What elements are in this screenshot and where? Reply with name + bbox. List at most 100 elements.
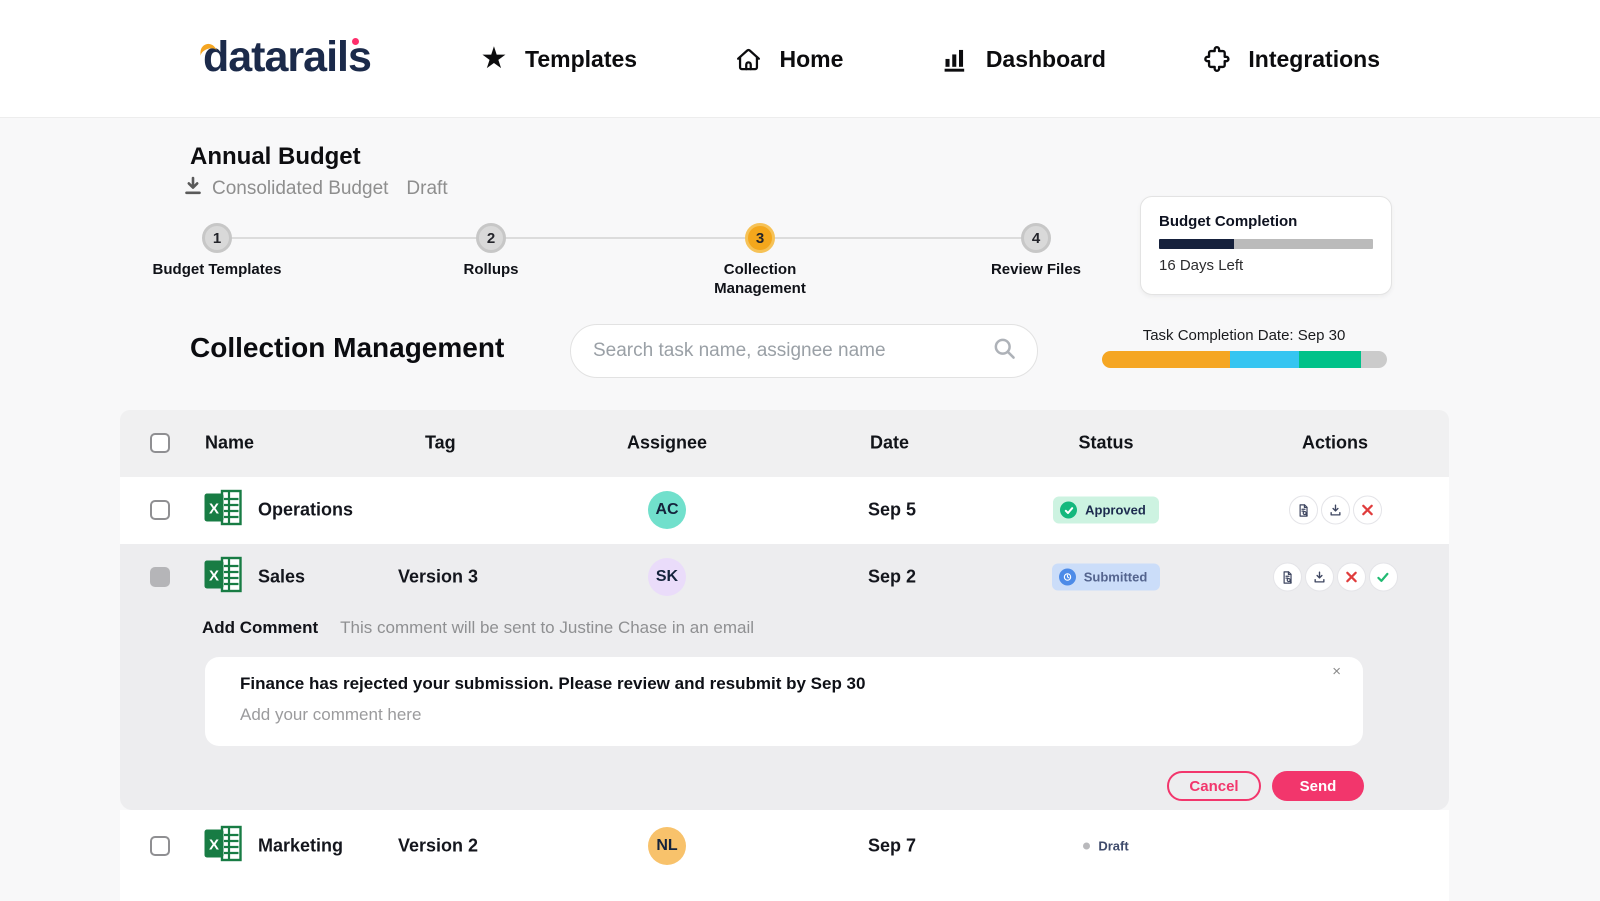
nav-label-home: Home xyxy=(779,46,843,73)
svg-text:X: X xyxy=(209,568,219,585)
add-comment-hint: This comment will be sent to Justine Cha… xyxy=(340,618,754,638)
search-input[interactable] xyxy=(593,340,992,362)
download-file-button[interactable] xyxy=(1305,563,1334,592)
nav-item-home[interactable]: Home xyxy=(734,45,843,73)
step-4-label: Review Files xyxy=(961,261,1111,280)
download-file-button[interactable] xyxy=(1321,496,1350,525)
approve-button[interactable] xyxy=(1369,563,1398,592)
table-row-marketing[interactable]: X Marketing Version 2 NL Sep 7 Draft xyxy=(120,810,1449,901)
task-bar-segment-blue xyxy=(1230,351,1298,368)
task-tag: Version 2 xyxy=(398,836,478,857)
task-bar-segment-gray xyxy=(1361,351,1387,368)
step-1-label: Budget Templates xyxy=(142,261,292,280)
draft-dot-icon xyxy=(1083,843,1090,850)
task-tag: Version 3 xyxy=(398,567,478,588)
table-header-row: Name Tag Assignee Date Status Actions xyxy=(120,410,1449,477)
column-header-name: Name xyxy=(205,433,254,454)
column-header-date: Date xyxy=(870,433,909,454)
budget-completion-title: Budget Completion xyxy=(1159,213,1373,230)
column-header-status: Status xyxy=(1020,433,1192,454)
comment-card[interactable]: Finance has rejected your submission. Pl… xyxy=(205,657,1363,746)
row-checkbox[interactable] xyxy=(150,500,170,520)
page-title: Annual Budget xyxy=(190,143,361,171)
preview-file-button[interactable] xyxy=(1289,496,1318,525)
comment-actions: Cancel Send xyxy=(1167,771,1364,801)
nav-item-dashboard[interactable]: Dashboard xyxy=(941,45,1106,73)
task-name: Sales xyxy=(258,567,305,588)
section-title: Collection Management xyxy=(190,332,504,364)
row-checkbox[interactable] xyxy=(150,836,170,856)
status-badge-draft: Draft xyxy=(1083,839,1128,854)
step-3-label: Collection Management xyxy=(685,261,835,299)
task-date: Sep 7 xyxy=(868,836,916,857)
reject-button[interactable] xyxy=(1337,563,1366,592)
step-2-circle[interactable]: 2 xyxy=(476,223,506,253)
task-bar-segment-green xyxy=(1299,351,1362,368)
excel-file-icon: X xyxy=(204,826,242,867)
logo-pink-dot xyxy=(352,38,359,45)
step-1-circle[interactable]: 1 xyxy=(202,223,232,253)
workflow-stepper: 1 Budget Templates 2 Rollups 3 Collectio… xyxy=(190,223,1050,305)
nav-label-templates: Templates xyxy=(525,46,637,73)
table-row-sales[interactable]: X Sales Version 3 SK Sep 2 Submitted xyxy=(120,544,1449,610)
nav-label-integrations: Integrations xyxy=(1248,46,1380,73)
assignee-avatar[interactable]: SK xyxy=(648,558,686,596)
status-text: Submitted xyxy=(1084,570,1148,585)
column-header-assignee: Assignee xyxy=(607,433,727,454)
svg-text:X: X xyxy=(209,501,219,518)
add-comment-label: Add Comment xyxy=(202,618,318,638)
task-date: Sep 2 xyxy=(868,567,916,588)
top-navbar: datarails ★ Templates Home Dashboard xyxy=(0,0,1600,118)
breadcrumb: Consolidated Budget Draft xyxy=(184,176,448,201)
cancel-button[interactable]: Cancel xyxy=(1167,771,1261,801)
task-completion-bar xyxy=(1102,351,1387,368)
row-checkbox-selected[interactable] xyxy=(150,567,170,587)
home-icon xyxy=(734,45,762,73)
preview-file-button[interactable] xyxy=(1273,563,1302,592)
table-row-operations[interactable]: X Operations AC Sep 5 Approved xyxy=(120,477,1449,544)
task-completion-label: Task Completion Date: Sep 30 xyxy=(1100,327,1388,344)
expanded-row-sales: X Sales Version 3 SK Sep 2 Submitted xyxy=(120,544,1449,810)
add-comment-header: Add Comment This comment will be sent to… xyxy=(202,618,754,638)
search-box xyxy=(570,324,1038,378)
step-4-circle[interactable]: 4 xyxy=(1021,223,1051,253)
budget-completion-card: Budget Completion 16 Days Left xyxy=(1140,196,1392,295)
submitted-clock-icon xyxy=(1059,569,1076,586)
tasks-table: Name Tag Assignee Date Status Actions X … xyxy=(120,410,1449,901)
excel-file-icon: X xyxy=(204,490,242,531)
send-button[interactable]: Send xyxy=(1272,771,1364,801)
search-icon[interactable] xyxy=(992,336,1017,366)
budget-completion-fill xyxy=(1159,239,1234,249)
subtitle-text: Consolidated Budget xyxy=(212,178,388,200)
rejection-message: Finance has rejected your submission. Pl… xyxy=(240,674,865,694)
app-window: datarails ★ Templates Home Dashboard xyxy=(0,0,1600,901)
task-date: Sep 5 xyxy=(868,500,916,521)
status-badge-submitted: Submitted xyxy=(1052,564,1161,591)
step-3-circle[interactable]: 3 xyxy=(745,223,775,253)
budget-completion-progressbar xyxy=(1159,239,1373,249)
task-bar-segment-orange xyxy=(1102,351,1230,368)
nav-menu: ★ Templates Home Dashboard Integrations xyxy=(480,0,1380,118)
download-icon[interactable] xyxy=(184,176,202,201)
select-all-checkbox[interactable] xyxy=(150,433,170,453)
status-badge-approved: Approved xyxy=(1053,497,1159,524)
nav-item-templates[interactable]: ★ Templates xyxy=(480,45,637,73)
status-text: Draft xyxy=(1098,839,1128,854)
status-text: Approved xyxy=(1085,503,1146,518)
nav-item-integrations[interactable]: Integrations xyxy=(1203,45,1380,73)
column-header-actions: Actions xyxy=(1245,433,1425,454)
dashboard-icon xyxy=(941,45,969,73)
nav-label-dashboard: Dashboard xyxy=(986,46,1106,73)
comment-input-placeholder[interactable]: Add your comment here xyxy=(240,705,421,725)
reject-button[interactable] xyxy=(1353,496,1382,525)
column-header-tag: Tag xyxy=(425,433,456,454)
step-2-label: Rollups xyxy=(416,261,566,280)
assignee-avatar[interactable]: AC xyxy=(648,491,686,529)
datarails-logo[interactable]: datarails xyxy=(203,33,371,82)
star-icon: ★ xyxy=(480,45,508,73)
assignee-avatar[interactable]: NL xyxy=(648,827,686,865)
close-icon[interactable]: × xyxy=(1332,663,1341,680)
days-left-text: 16 Days Left xyxy=(1159,257,1373,274)
task-name: Marketing xyxy=(258,836,343,857)
svg-text:X: X xyxy=(209,837,219,854)
